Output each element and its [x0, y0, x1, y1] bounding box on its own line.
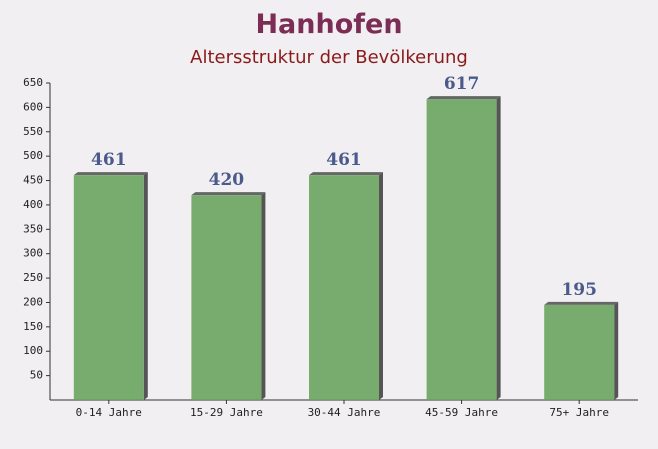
y-tick-label: 250	[23, 271, 43, 284]
bar	[309, 175, 379, 400]
x-tick-label: 15-29 Jahre	[190, 406, 263, 419]
x-tick-label: 45-59 Jahre	[425, 406, 498, 419]
bar-shadow	[544, 301, 619, 305]
value-label: 617	[444, 74, 480, 94]
chart-title: Hanhofen	[255, 9, 402, 40]
y-tick-label: 200	[23, 295, 43, 308]
bar-shadow	[426, 96, 501, 100]
y-tick-label: 300	[23, 247, 43, 260]
value-label: 195	[561, 280, 597, 300]
y-tick-label: 150	[23, 320, 43, 333]
y-tick-label: 500	[23, 149, 43, 162]
y-tick-label: 650	[23, 76, 43, 89]
y-tick-label: 350	[23, 222, 43, 235]
bar	[544, 304, 615, 400]
chart-subtitle: Altersstruktur der Bevölkerung	[190, 47, 468, 68]
y-tick-label: 550	[23, 125, 43, 138]
y-tick-label: 100	[23, 344, 43, 357]
bar-shadow	[309, 172, 383, 176]
bar-shadow	[143, 172, 148, 400]
bar-shadow	[191, 192, 266, 196]
y-tick-label: 50	[30, 369, 43, 382]
value-label: 420	[209, 170, 245, 190]
x-tick-label: 30-44 Jahre	[308, 406, 381, 419]
bar-shadow	[496, 96, 501, 401]
bar-shadow	[379, 172, 383, 400]
bar	[191, 195, 262, 400]
bar-shadow	[261, 192, 266, 400]
value-label: 461	[326, 150, 362, 170]
bar	[426, 99, 497, 401]
bar-shadow	[614, 301, 619, 400]
y-tick-label: 450	[23, 174, 43, 187]
value-label: 461	[91, 150, 127, 170]
bar	[73, 175, 144, 400]
x-tick-label: 0-14 Jahre	[76, 406, 142, 419]
bar-shadow	[73, 172, 148, 176]
x-tick-label: 75+ Jahre	[549, 406, 609, 419]
y-tick-label: 400	[23, 198, 43, 211]
y-tick-label: 600	[23, 100, 43, 113]
